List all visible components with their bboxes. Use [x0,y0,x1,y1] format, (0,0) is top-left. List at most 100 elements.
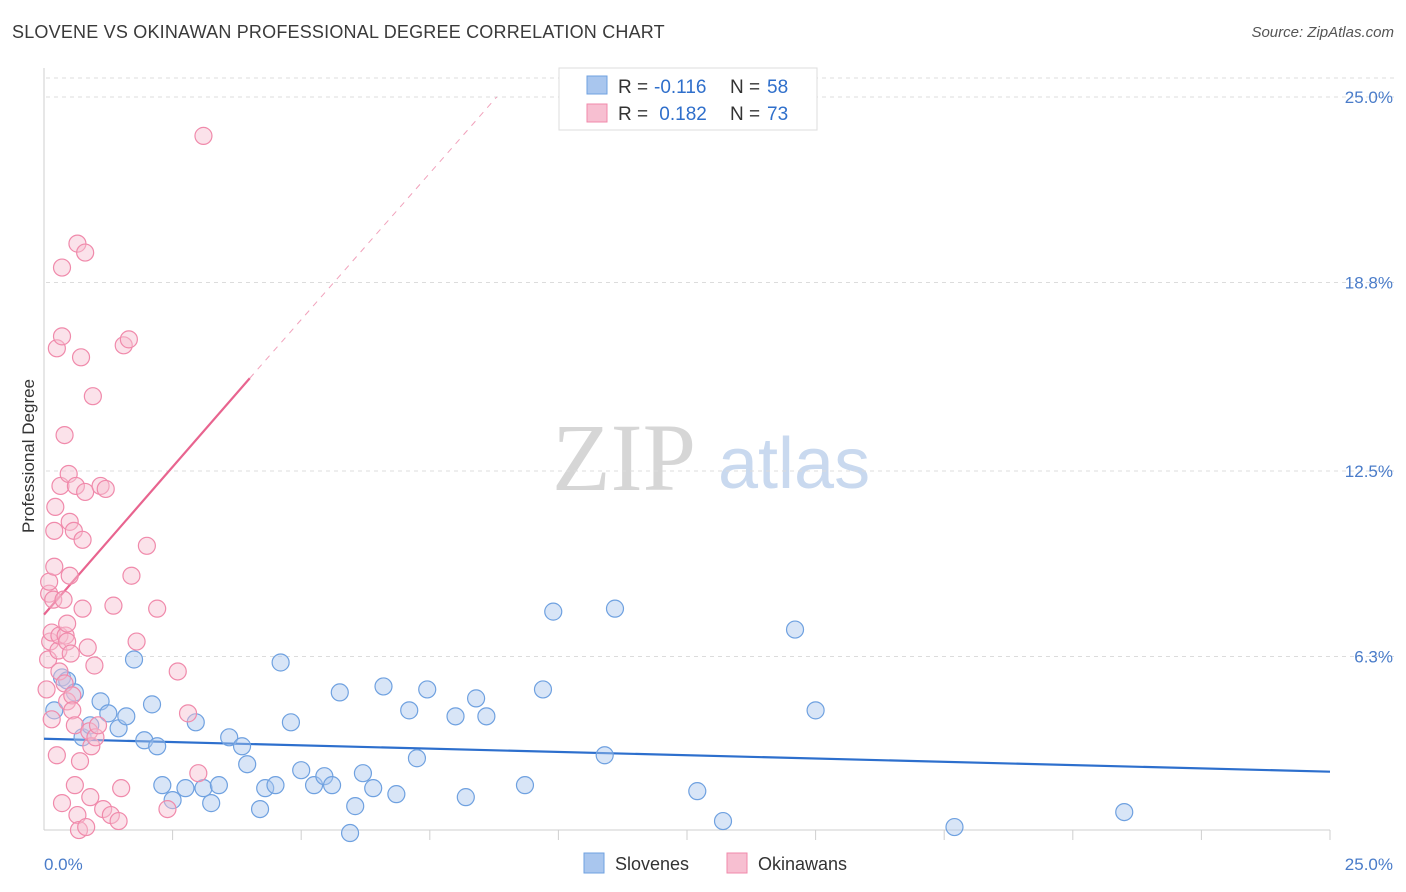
legend-n-label: N = [730,104,760,125]
y-tick-label: 6.3% [1354,648,1393,667]
point-slovenes [142,695,162,714]
point-slovenes [209,776,228,795]
point-okinawans [50,662,69,681]
data-points [37,126,1134,843]
point-okinawans [58,614,77,633]
point-okinawans [52,794,72,813]
point-slovenes [81,716,100,735]
point-okinawans [78,638,97,657]
legend-r-value-slovenes: -0.116 [654,77,706,98]
point-okinawans [66,476,85,496]
point-slovenes [544,602,563,621]
point-slovenes [176,779,195,798]
point-okinawans [76,243,95,262]
point-okinawans [194,126,213,145]
point-slovenes [163,791,182,810]
bottom-legend-swatch-okinawans [726,852,748,874]
point-slovenes [292,761,311,780]
point-slovenes [346,797,365,816]
point-okinawans [88,716,108,735]
legend-n-label: N = [730,77,760,98]
point-okinawans [86,728,105,747]
point-okinawans [47,339,66,358]
point-slovenes [148,737,167,756]
legend-n-value-okinawans: 73 [767,104,788,125]
point-okinawans [189,764,208,783]
point-okinawans [65,776,84,795]
point-slovenes [153,776,172,795]
point-slovenes [387,785,406,804]
point-slovenes [515,776,535,795]
chart-title: SLOVENE VS OKINAWAN PROFESSIONAL DEGREE … [12,22,665,42]
point-slovenes [477,707,496,726]
point-slovenes [304,776,324,795]
point-okinawans [119,330,138,349]
point-slovenes [1115,802,1134,822]
point-slovenes [256,779,275,798]
point-okinawans [46,497,65,517]
axes [43,68,1331,840]
point-slovenes [330,683,349,702]
legend-r-label: R = [618,77,648,98]
point-slovenes [202,794,221,813]
point-okinawans [42,710,61,729]
point-slovenes [232,737,252,756]
x-tick-label-min: 0.0% [44,855,83,874]
bottom-legend-swatch-slovenes [583,852,605,874]
point-slovenes [400,701,419,720]
x-tick-label-max: 25.0% [1345,855,1393,874]
legend-r-label: R = [618,104,648,125]
point-slovenes [407,749,427,768]
point-okinawans [37,680,56,699]
point-okinawans [58,632,77,651]
point-slovenes [595,746,614,765]
point-okinawans [91,476,110,496]
point-okinawans [55,425,74,445]
point-slovenes [466,689,486,708]
point-slovenes [785,620,805,639]
trend-line-slovenes [43,737,1331,773]
point-okinawans [82,737,101,756]
y-axis-title: Professional Degree [19,379,38,533]
point-slovenes [418,680,437,699]
point-okinawans [76,482,95,502]
point-okinawans [63,686,82,705]
point-slovenes [446,707,465,726]
point-slovenes [124,650,144,669]
y-tick-label: 12.5% [1345,462,1393,481]
point-slovenes [713,811,733,831]
point-okinawans [60,566,79,585]
point-slovenes [220,728,239,747]
point-slovenes [688,782,707,801]
y-tick-label: 25.0% [1345,88,1393,107]
point-okinawans [96,479,115,499]
point-okinawans [137,536,156,555]
y-tick-label: 18.8% [1345,274,1393,293]
point-okinawans [73,530,92,549]
point-okinawans [114,336,133,355]
watermark-zip: ZIP [552,404,696,511]
legend-n-value-slovenes: 58 [767,77,788,98]
point-slovenes [456,788,475,807]
point-slovenes [806,701,825,720]
point-okinawans [178,704,198,723]
point-slovenes [374,677,393,696]
point-slovenes [117,707,136,726]
point-slovenes [250,799,270,819]
point-okinawans [61,644,80,663]
point-okinawans [52,258,72,277]
trend-line-okinawans-extension [249,96,498,379]
bottom-legend: Slovenes Okinawans [583,852,847,874]
point-slovenes [353,764,373,783]
point-slovenes [238,755,257,774]
point-okinawans [70,752,90,771]
legend: R = -0.116 N = 58 R = 0.182 N = 73 [558,67,818,131]
point-okinawans [60,512,79,531]
bottom-legend-label-okinawans: Okinawans [758,854,847,874]
point-slovenes [364,779,383,798]
point-okinawans [158,799,177,819]
point-okinawans [77,817,96,837]
point-okinawans [63,701,82,720]
point-okinawans [44,590,63,609]
point-okinawans [81,788,100,807]
